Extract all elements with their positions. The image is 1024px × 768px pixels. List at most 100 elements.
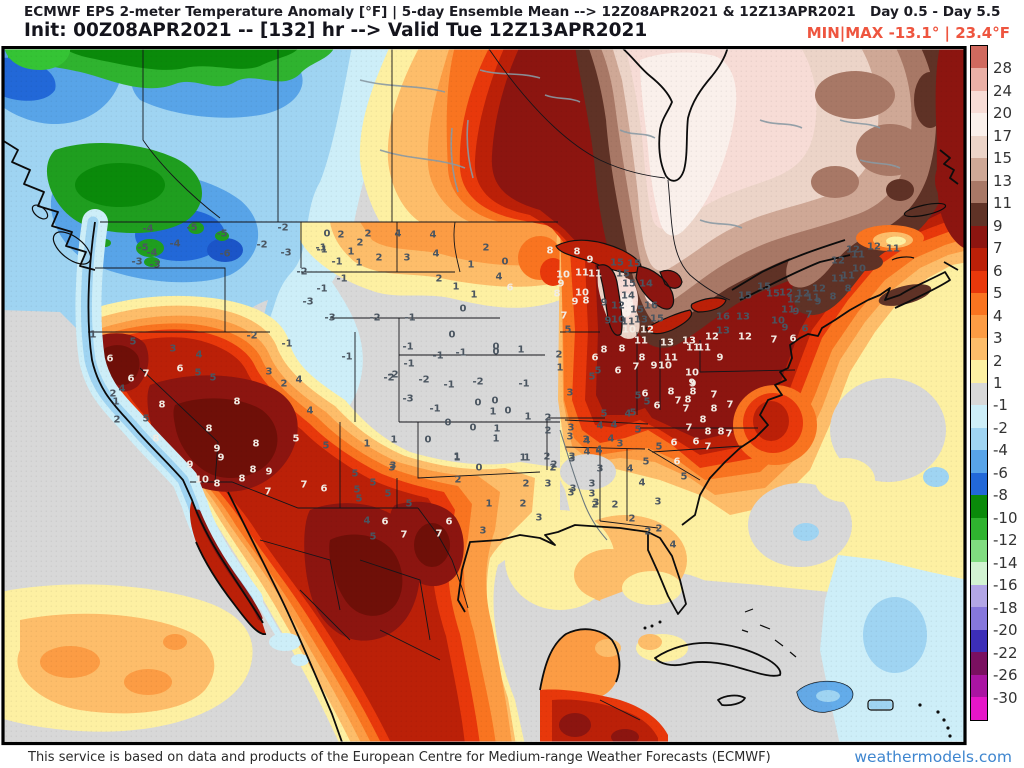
colorbar-cell (971, 517, 987, 540)
station-value: -5 (137, 243, 148, 254)
station-value: 9 (651, 361, 658, 372)
station-value: 12 (611, 301, 625, 312)
station-value: 15 (738, 291, 752, 302)
station-value: 5 (370, 532, 377, 543)
colorbar-cell (971, 203, 987, 226)
station-value: 4 (611, 420, 618, 431)
colorbar-cell (971, 652, 987, 675)
station-value: 3 (655, 497, 662, 508)
station-value: 4 (625, 409, 632, 420)
station-value: 4 (584, 436, 591, 447)
station-value: 6 (592, 353, 599, 364)
station-value: 4 (395, 229, 402, 240)
station-value: 3 (567, 432, 574, 443)
station-value: 9 (214, 444, 221, 455)
station-value: 5 (635, 391, 642, 402)
station-value: 12 (812, 284, 826, 295)
station-value: 2 (114, 415, 121, 426)
station-value: -1 (281, 339, 292, 350)
station-value: 2 (483, 243, 490, 254)
map-border (1, 46, 967, 746)
station-value: 7 (705, 442, 712, 453)
station-value: 5 (635, 425, 642, 436)
brand-link[interactable]: weathermodels.com (854, 748, 1012, 766)
colorbar-tick-label: 2 (993, 351, 1003, 370)
station-value: 0 (505, 406, 512, 417)
station-value: 1 (490, 407, 497, 418)
station-value: 4 (596, 445, 603, 456)
station-value: 6 (107, 354, 114, 365)
station-value: 12 (640, 325, 654, 336)
station-value: 1 (493, 434, 500, 445)
colorbar-tick-label: -14 (993, 553, 1018, 572)
station-value: 0 (460, 304, 467, 315)
station-value: -1 (404, 313, 415, 324)
colorbar-tick-label: 20 (993, 104, 1013, 123)
station-value: 8 (250, 465, 257, 476)
station-value: 1 (520, 453, 527, 464)
station-value: 3 (617, 439, 624, 450)
station-value: 3 (568, 488, 575, 499)
station-value: -1 (316, 245, 327, 256)
station-value: 14 (639, 279, 653, 290)
colorbar-cell (971, 427, 987, 451)
station-value: 3 (570, 484, 577, 495)
colorbar-cell (971, 562, 987, 585)
station-value: 8 (253, 439, 260, 450)
colorbar-cell (971, 495, 987, 518)
colorbar-cell (971, 450, 987, 473)
station-value: 10 (658, 361, 672, 372)
anomaly-map[interactable]: -4-5-4-3-4-5-5-6-2-3-2-1-3-2-10 2 2 4 42-1 12… (0, 46, 968, 746)
station-value: 11 (664, 353, 678, 364)
station-value: 1 (486, 499, 493, 510)
station-value: -2 (256, 240, 267, 251)
station-value: 4 (430, 230, 437, 241)
station-value: 7 (675, 396, 682, 407)
colorbar-cell (971, 270, 987, 293)
station-value: 2 (455, 475, 462, 486)
station-value: 5 (210, 373, 217, 384)
colorbar-cell (971, 135, 987, 159)
colorbar-tick-label: -22 (993, 643, 1018, 662)
station-value: 5 (323, 441, 330, 452)
station-value: 11 (831, 274, 845, 285)
station-value: 1 (454, 453, 461, 464)
station-value: 7 (265, 487, 272, 498)
colorbar-tick-label: -8 (993, 486, 1008, 505)
station-value: 5 (385, 489, 392, 500)
station-value: 7 (806, 310, 813, 321)
colorbar-cell (971, 382, 987, 406)
station-value: 3 (597, 464, 604, 475)
colorbar-tick-label: 3 (993, 329, 1003, 348)
station-value: 1 (468, 260, 475, 271)
station-value: 6 (802, 324, 809, 335)
station-value: 6 (321, 484, 328, 495)
station-value: 9 (815, 297, 822, 308)
colorbar-cell (971, 629, 987, 653)
station-value: 1 (356, 258, 363, 269)
station-value: -3 (280, 248, 291, 259)
station-value: 7 (301, 480, 308, 491)
station-value: 8 (718, 427, 725, 438)
station-value: 2 (544, 452, 551, 463)
station-value: 12 (796, 289, 810, 300)
colorbar-tick-label: 9 (993, 216, 1003, 235)
station-value: 5 (681, 472, 688, 483)
station-value: 2 (376, 253, 383, 264)
station-value: 6 (382, 517, 389, 528)
station-value: 9 (558, 279, 565, 290)
station-value: 0 (493, 347, 500, 358)
station-value: 12 (787, 295, 801, 306)
station-value: 4 (608, 434, 615, 445)
station-value: 3 (266, 367, 273, 378)
station-value: 6 (790, 334, 797, 345)
station-value: -1 (429, 404, 440, 415)
station-values: -4-5-4-3-4-5-5-6-2-3-2-1-3-2-10 2 2 4 42-1 12… (90, 223, 900, 551)
station-value: 5 (195, 368, 202, 379)
station-value: -1 (455, 348, 466, 359)
colorbar-tick-label: 4 (993, 306, 1003, 325)
station-value: 7 (633, 362, 640, 373)
station-value: 9 (187, 460, 194, 471)
station-value: 8 (845, 284, 852, 295)
colorbar-cell (971, 158, 987, 181)
